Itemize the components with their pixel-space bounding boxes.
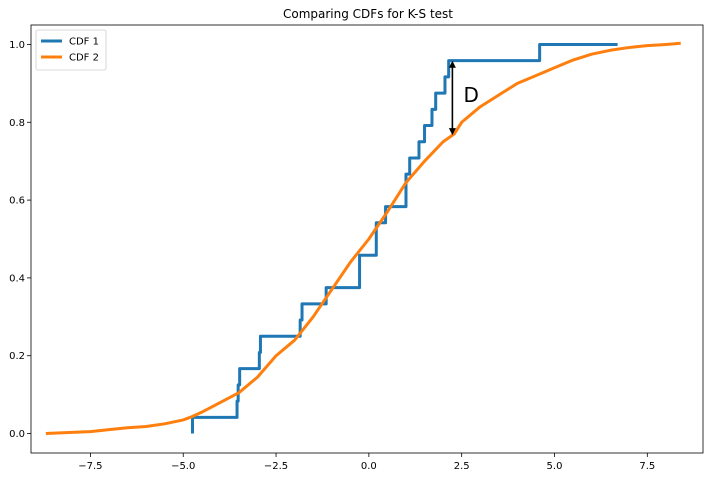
y-tick-label: 0.6 [9, 196, 25, 207]
y-axis: 0.0 0.2 0.4 0.6 0.8 1.0 [9, 40, 31, 440]
arrow-head-bottom-icon [448, 128, 456, 136]
legend-label-1: CDF 1 [69, 37, 99, 48]
x-tick-label: 7.5 [639, 461, 655, 472]
annotation-label: D [464, 83, 479, 107]
x-tick-label: 2.5 [454, 461, 470, 472]
x-tick-label: −2.5 [264, 461, 288, 472]
x-tick-label: −5.0 [171, 461, 195, 472]
x-axis: −7.5 −5.0 −2.5 0.0 2.5 5.0 7.5 [78, 453, 655, 472]
y-tick-label: 0.4 [9, 273, 25, 284]
series-line-1 [191, 42, 618, 434]
series-line-2 [45, 41, 681, 436]
annotation-d: D [448, 60, 479, 136]
y-tick-label: 0.0 [9, 429, 25, 440]
plot-area [45, 41, 681, 436]
y-tick-label: 0.8 [9, 118, 25, 129]
chart-title: Comparing CDFs for K-S test [283, 7, 453, 21]
plot-frame [30, 24, 704, 454]
x-tick-label: 0.0 [361, 461, 377, 472]
legend: CDF 1 CDF 2 [35, 29, 107, 71]
arrow-head-top-icon [448, 60, 456, 68]
x-tick-label: −7.5 [78, 461, 102, 472]
y-tick-label: 1.0 [9, 40, 25, 51]
legend-label-2: CDF 2 [69, 53, 99, 64]
y-tick-label: 0.2 [9, 351, 25, 362]
x-tick-label: 5.0 [547, 461, 563, 472]
